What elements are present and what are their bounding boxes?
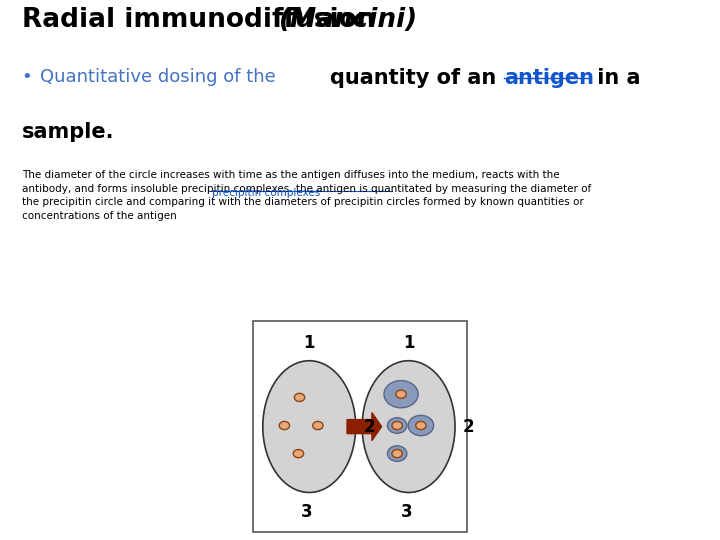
- Text: The diameter of the circle increases with time as the antigen diffuses into the : The diameter of the circle increases wit…: [22, 170, 591, 221]
- Text: quantity of an: quantity of an: [330, 68, 503, 88]
- Ellipse shape: [415, 421, 426, 430]
- FancyArrow shape: [347, 413, 382, 441]
- Ellipse shape: [362, 361, 455, 492]
- Ellipse shape: [279, 421, 289, 430]
- Ellipse shape: [396, 390, 406, 399]
- Ellipse shape: [384, 381, 418, 408]
- Text: in a: in a: [590, 68, 641, 88]
- Ellipse shape: [263, 361, 356, 492]
- FancyBboxPatch shape: [253, 321, 467, 532]
- Ellipse shape: [408, 415, 433, 436]
- Text: antigen: antigen: [504, 68, 594, 88]
- Ellipse shape: [392, 421, 402, 430]
- Text: precipitin complexes: precipitin complexes: [212, 188, 320, 198]
- Text: Radial immunodiffusion: Radial immunodiffusion: [22, 7, 384, 33]
- Ellipse shape: [387, 418, 407, 433]
- Ellipse shape: [392, 449, 402, 458]
- Ellipse shape: [312, 421, 323, 430]
- Text: sample.: sample.: [22, 123, 114, 143]
- Text: (Mancini): (Mancini): [279, 7, 418, 33]
- Ellipse shape: [294, 393, 305, 402]
- Ellipse shape: [387, 446, 407, 461]
- Text: •: •: [22, 68, 38, 86]
- Text: Quantitative dosing of the: Quantitative dosing of the: [40, 68, 281, 86]
- Ellipse shape: [293, 449, 304, 458]
- Text: 1: 1: [304, 334, 315, 352]
- Text: 3: 3: [301, 503, 313, 521]
- Text: 2: 2: [364, 417, 375, 436]
- Text: 1: 1: [403, 334, 414, 352]
- Text: 3: 3: [400, 503, 413, 521]
- Text: 2: 2: [463, 417, 474, 436]
